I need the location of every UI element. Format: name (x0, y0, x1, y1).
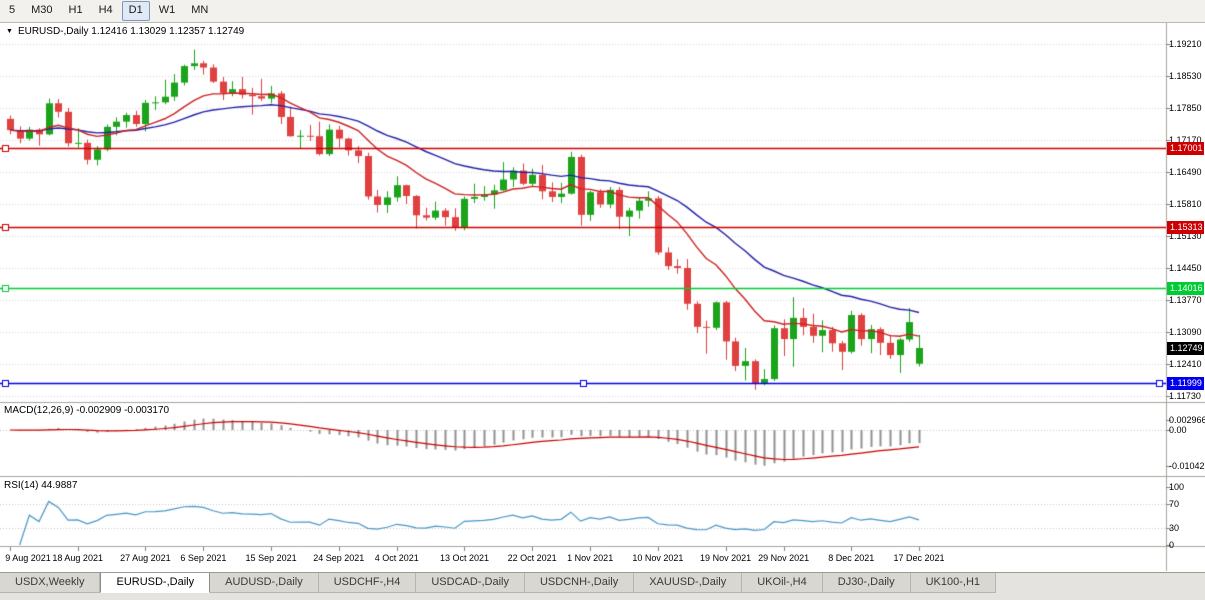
price-tag-level: 1.17001 (1167, 142, 1204, 155)
time-axis-label: 29 Nov 2021 (758, 553, 810, 563)
timeframe-toolbar: 5 M30 H1 H4 D1 W1 MN (0, 0, 1205, 23)
price-axis-label: 1.13770 (1169, 295, 1202, 305)
time-axis-label: 15 Sep 2021 (245, 553, 297, 563)
time-axis-label: 13 Oct 2021 (439, 553, 490, 563)
time-axis-label: 22 Oct 2021 (507, 553, 557, 563)
time-axis-label: 1 Nov 2021 (567, 553, 614, 563)
rsi-axis-label: 30 (1169, 522, 1180, 533)
rsi-axis-label: 0 (1169, 540, 1175, 550)
chart-tab-usdcaddaily[interactable]: USDCAD-,Daily (416, 573, 525, 593)
price-axis-label: 1.15130 (1169, 231, 1202, 241)
chart-tab-audusddaily[interactable]: AUDUSD-,Daily (210, 573, 319, 593)
chart-tab-xauusddaily[interactable]: XAUUSD-,Daily (634, 573, 743, 593)
time-axis-label: 8 Dec 2021 (828, 553, 875, 563)
price-tag-level: 1.14016 (1167, 282, 1204, 295)
macd-axis-label: 0.002966 (1169, 414, 1205, 425)
macd-indicator-label: MACD(12,26,9) -0.002909 -0.003170 (4, 405, 170, 416)
price-tag-level: 1.11999 (1167, 377, 1204, 390)
chart-tab-usdxweekly[interactable]: USDX,Weekly (0, 573, 101, 593)
chart-collapse-icon[interactable]: ▼ (6, 27, 13, 35)
rsi-axis-label: 100 (1169, 482, 1185, 492)
price-tag-level: 1.15313 (1167, 221, 1204, 234)
timeframe-button-5[interactable]: 5 (9, 4, 16, 16)
time-axis-label: 24 Sep 2021 (313, 553, 365, 563)
chart-tabs-bar: USDX,Weekly EURUSD-,Daily AUDUSD-,Daily USD… (0, 572, 1205, 600)
chart-tab-dj30daily[interactable]: DJ30-,Daily (822, 573, 911, 593)
time-axis-label: 17 Dec 2021 (893, 553, 945, 563)
timeframe-button-d1[interactable]: D1 (121, 1, 150, 21)
price-axis-label: 1.15810 (1169, 199, 1202, 209)
time-axis-label: 18 Aug 2021 (52, 553, 103, 563)
timeframe-button-mn[interactable]: MN (191, 4, 209, 16)
price-axis-label: 1.18530 (1169, 71, 1202, 81)
price-axis-label: 1.19210 (1169, 39, 1202, 49)
time-axis[interactable]: 9 Aug 2021 18 Aug 2021 27 Aug 2021 6 Sep 20… (0, 547, 1166, 571)
chart-title: ▼ EURUSD-,Daily 1.12416 1.13029 1.12357 … (6, 26, 244, 37)
time-axis-label: 27 Aug 2021 (120, 553, 171, 563)
time-axis-label: 10 Nov 2021 (632, 553, 684, 563)
price-axis-label: 1.11730 (1169, 391, 1201, 401)
price-axis[interactable]: 1.19210 1.18530 1.17850 1.17170 1.16490 1.158… (1166, 22, 1205, 571)
price-tag-current: 1.12749 (1167, 342, 1204, 355)
macd-axis-label: 0.00 (1169, 425, 1187, 435)
chart-tab-eurusddaily[interactable]: EURUSD-,Daily (100, 573, 211, 593)
timeframe-button-w1[interactable]: W1 (158, 4, 176, 16)
rsi-indicator-label: RSI(14) 44.9887 (4, 480, 78, 491)
price-axis-label: 1.17850 (1169, 103, 1202, 113)
chart-tab-uk100h1[interactable]: UK100-,H1 (910, 573, 997, 593)
price-axis-label: 1.12410 (1169, 359, 1202, 369)
price-axis-label: 1.17170 (1169, 135, 1202, 145)
time-axis-label: 9 Aug 2021 (5, 553, 51, 563)
price-axis-label: 1.13090 (1169, 327, 1202, 337)
time-axis-label: 4 Oct 2021 (374, 553, 419, 563)
chart-title-text: EURUSD-,Daily 1.12416 1.13029 1.12357 1.… (17, 26, 245, 37)
chart-tab-usdchfh4[interactable]: USDCHF-,H4 (318, 573, 417, 593)
rsi-axis-label: 70 (1169, 499, 1180, 510)
price-axis-label: 1.16490 (1169, 167, 1202, 177)
chart-tab-ukoilh4[interactable]: UKOil-,H4 (742, 573, 823, 593)
timeframe-button-h4[interactable]: H4 (98, 4, 113, 16)
timeframe-button-h1[interactable]: H1 (68, 4, 83, 16)
price-axis-label: 1.14450 (1169, 263, 1202, 273)
time-axis-label: 19 Nov 2021 (700, 553, 752, 563)
timeframe-button-m30[interactable]: M30 (31, 4, 53, 16)
time-axis-label: 6 Sep 2021 (180, 553, 227, 563)
macd-axis-label: -0.01042 (1169, 460, 1205, 471)
chart-tab-usdcnhdaily[interactable]: USDCNH-,Daily (524, 573, 635, 593)
